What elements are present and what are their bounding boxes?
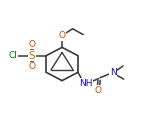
Text: Cl: Cl — [8, 51, 17, 60]
Text: NH: NH — [79, 79, 92, 88]
Text: N: N — [110, 68, 117, 77]
Text: S: S — [29, 51, 35, 61]
Text: O: O — [29, 40, 36, 49]
Text: O: O — [59, 31, 66, 40]
Text: O: O — [29, 62, 36, 71]
Text: O: O — [95, 86, 102, 95]
